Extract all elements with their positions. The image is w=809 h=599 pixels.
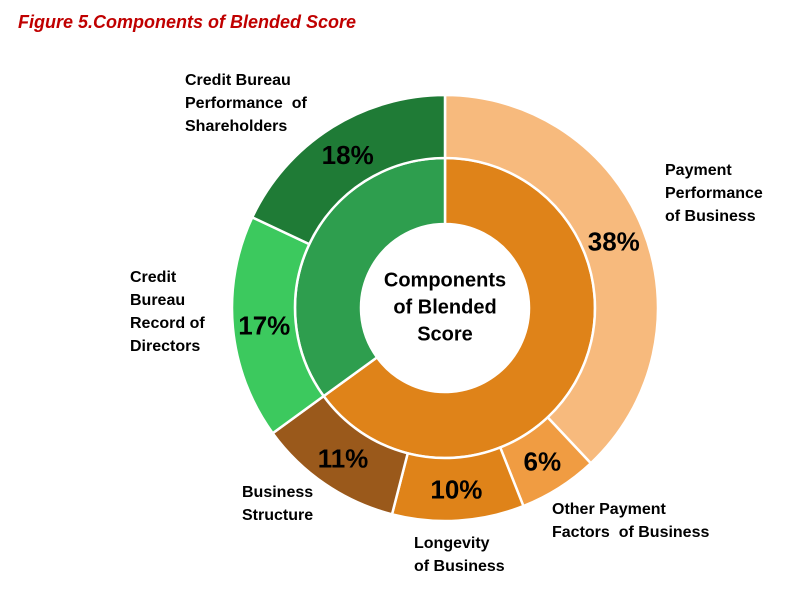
segment-label-credit-bureau-record-of-directors: Credit Bureau Record of Directors xyxy=(130,269,205,355)
segment-label-credit-bureau-performance-of-shareholders: Credit Bureau Performance of Shareholder… xyxy=(185,72,307,135)
percent-label-other-payment-factors-of-business: 6% xyxy=(524,447,562,477)
percent-label-business-structure: 11% xyxy=(318,443,369,473)
chart-center-label: Components of Blended Score xyxy=(383,269,507,346)
segment-label-longevity-of-business: Longevity of Business xyxy=(414,535,505,575)
slice-credit-bureau-performance-of-shareholders xyxy=(251,93,447,246)
segment-label-other-payment-factors-of-business: Other Payment Factors of Business xyxy=(552,501,710,541)
percent-label-longevity-of-business: 10% xyxy=(430,474,482,504)
slice-payment-performance-of-business xyxy=(443,93,660,465)
segment-label-business-structure: Business Structure xyxy=(242,484,314,524)
percent-label-payment-performance-of-business: 38% xyxy=(588,227,640,257)
segment-label-payment-performance-of-business: Payment Performance of Business xyxy=(665,162,763,225)
percent-label-credit-bureau-performance-of-shareholders: 18% xyxy=(322,140,374,170)
figure-title: Figure 5.Components of Blended Score xyxy=(18,12,357,32)
percent-label-credit-bureau-record-of-directors: 17% xyxy=(238,310,290,340)
